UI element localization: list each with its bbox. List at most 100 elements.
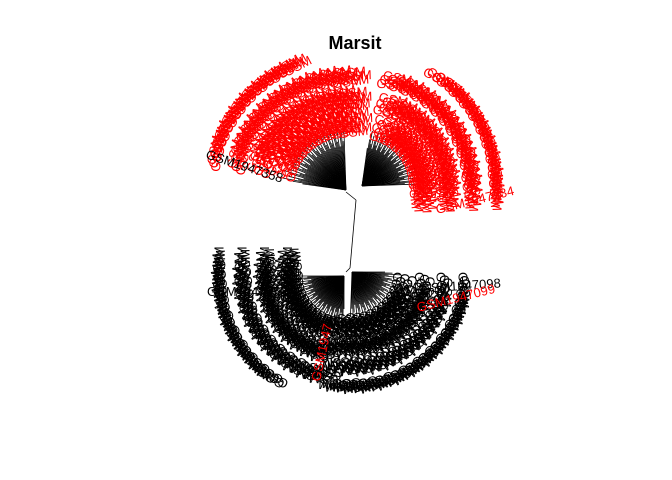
lower-left-tip-label: GSM xyxy=(298,363,330,383)
upper-left-tip-label: GSM xyxy=(339,104,370,121)
upper-right-tip-label: GSM xyxy=(487,164,506,196)
lower-left-tip-branch xyxy=(303,281,330,294)
upper-right-tip-label: GSM xyxy=(423,180,440,211)
upper-right-tip-label: GSM xyxy=(441,171,460,203)
lower-right-tip-branch xyxy=(363,276,387,287)
lower-left-tip-branch xyxy=(322,287,337,311)
lower-left-tip-branch xyxy=(305,280,331,291)
upper-right-tip-branch xyxy=(369,154,385,176)
upper-right-tip-label: GSM xyxy=(435,181,452,211)
upper-right-tip-branch xyxy=(373,141,397,171)
upper-left-tip-branch xyxy=(292,180,328,188)
upper-right-tip-label: GSM xyxy=(377,90,409,110)
upper-right-tip-branch xyxy=(368,147,381,173)
upper-left-tip-label: GSM xyxy=(204,134,224,166)
upper-left-tip-branch xyxy=(296,156,330,179)
upper-left-tip-branch xyxy=(293,162,328,181)
lower-left-tip-branch xyxy=(331,289,341,315)
lower-left-tip-label: GSM xyxy=(293,359,325,380)
lower-left-tip-label: GSM xyxy=(308,371,338,388)
lower-right-tip-branch xyxy=(355,284,363,308)
lower-left-tip-branch xyxy=(304,278,331,285)
upper-right-tip-label: GSM xyxy=(485,161,505,193)
lower-right-tip-branch xyxy=(353,287,358,317)
lower-right-tip-branch xyxy=(362,278,384,292)
upper-right-tip-branch xyxy=(381,174,417,183)
lower-right-tip-branch xyxy=(361,285,381,312)
upper-right-tip-branch xyxy=(378,166,410,180)
upper-right-tip-label: GSM xyxy=(418,175,437,207)
upper-right-tip-branch xyxy=(377,160,408,178)
lower-right-tip-branch xyxy=(352,283,356,305)
lower-left-tip-label: GSM xyxy=(303,311,335,332)
lower-right-tip-branch xyxy=(366,279,395,296)
lower-right-tip-branch xyxy=(363,281,386,302)
lower-right-tip-branch xyxy=(363,283,386,307)
upper-right-tip-branch xyxy=(379,177,414,184)
upper-left-tip-branch xyxy=(311,148,335,176)
upper-left-tip-label: GSM xyxy=(325,82,357,103)
upper-right-tip-branch xyxy=(376,183,405,186)
lower-right-tip-branch xyxy=(354,288,361,320)
upper-left-tip-branch xyxy=(299,173,330,185)
lower-stem-branch xyxy=(345,267,351,273)
lower-left-tip-label: GSM xyxy=(311,327,341,344)
upper-right-tip-branch xyxy=(366,145,377,172)
upper-right-tip-branch xyxy=(365,148,373,174)
upper-left-tip-branch xyxy=(305,146,333,176)
lower-left-tip-branch xyxy=(303,284,331,303)
upper-right-tip-branch xyxy=(371,142,392,172)
upper-left-tip-label: GSM xyxy=(331,86,363,105)
upper-right-tip-label: GSM xyxy=(405,178,424,209)
upper-right-tip-branch xyxy=(379,161,413,179)
upper-left-tip-branch xyxy=(318,131,337,170)
upper-left-tip-label: GSM xyxy=(342,119,372,136)
upper-left-tip-label: GSM xyxy=(284,145,306,177)
upper-right-tip-branch xyxy=(380,168,416,181)
upper-right-tip-branch xyxy=(377,169,407,181)
upper-right-tip-label: GSM xyxy=(444,166,465,198)
upper-right-tip-branch xyxy=(373,159,397,178)
lower-right-tip-branch xyxy=(352,288,354,320)
upper-right-tip-branch xyxy=(367,132,380,168)
upper-left-tip-branch xyxy=(320,153,338,178)
upper-left-tip-branch xyxy=(300,151,331,177)
lower-left-tip-branch xyxy=(300,282,330,298)
tip-label-lower-left: GSM1947352 xyxy=(207,284,287,299)
upper-left-tip-label: GSM xyxy=(334,98,365,117)
lower-left-tip-label: GSM xyxy=(300,317,332,339)
lower-left-tip-label: GSM xyxy=(295,339,327,361)
lower-left-tip-label: GSM xyxy=(314,314,344,329)
upper-left-tip-branch xyxy=(329,133,341,171)
upper-right-tip-branch xyxy=(374,171,399,182)
lower-left-tip-branch xyxy=(320,283,337,300)
upper-left-tip-branch xyxy=(321,141,338,174)
upper-left-tip-label: GSM xyxy=(336,64,367,81)
lower-left-tip-branch xyxy=(341,292,344,324)
lower-right-tip-branch xyxy=(363,273,385,278)
upper-right-tip-branch xyxy=(377,150,407,175)
upper-left-tip-label: GSM xyxy=(206,128,227,160)
lower-left-tip-label: GSM xyxy=(310,315,341,332)
lower-right-tip-branch xyxy=(358,280,374,298)
upper-right-tip-label: GSM xyxy=(373,129,405,151)
upper-left-tip-branch xyxy=(336,141,344,174)
upper-left-tip-label: GSM xyxy=(341,95,371,112)
upper-right-tip-branch xyxy=(380,183,414,186)
lower-left-tip-label: GSM xyxy=(301,340,333,360)
lower-right-tip-branch xyxy=(360,281,378,300)
lower-left-tip-branch xyxy=(330,286,340,307)
lower-left-tip-branch xyxy=(333,290,341,320)
lower-right-tip-branch xyxy=(364,279,390,297)
upper-right-tip-label: GSM xyxy=(437,166,458,198)
lower-left-tip-branch xyxy=(307,277,332,283)
lower-right-tip-branch xyxy=(364,272,389,276)
lower-left-tip-branch xyxy=(313,285,334,304)
upper-right-tip-label: GSM xyxy=(456,159,478,191)
upper-left-tip-branch xyxy=(316,138,337,173)
upper-stem-branch xyxy=(345,191,357,201)
lower-left-tip-branch xyxy=(296,278,328,286)
lower-left-tip-label: GSM xyxy=(301,360,332,379)
upper-left-tip-label: GSM xyxy=(325,70,357,90)
upper-left-tip-branch xyxy=(327,139,341,173)
